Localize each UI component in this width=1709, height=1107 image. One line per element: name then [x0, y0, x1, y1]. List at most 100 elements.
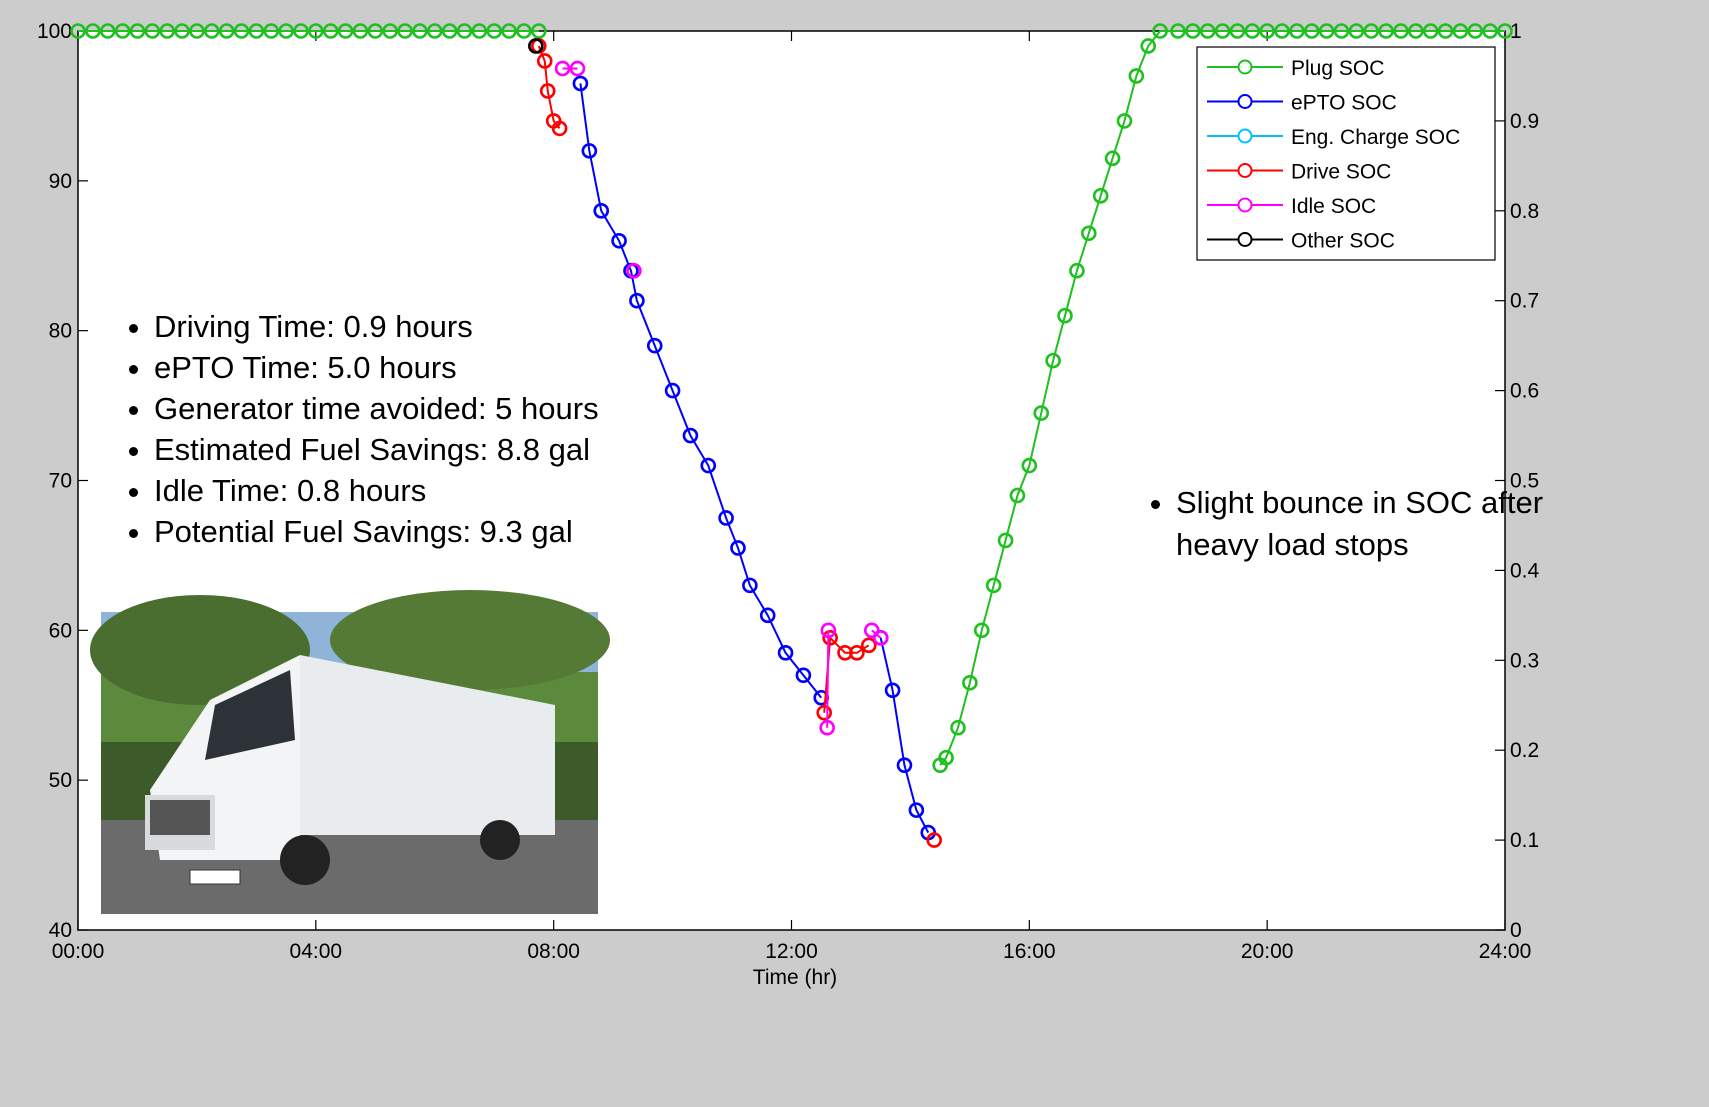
y-tick-label: 100 — [37, 20, 72, 43]
series-marker — [700, 457, 717, 474]
series-marker — [1069, 262, 1085, 279]
series-marker — [426, 23, 443, 39]
series-marker — [1185, 23, 1201, 39]
note-list: Slight bounce in SOC after heavy load st… — [1130, 482, 1596, 566]
series-marker — [516, 23, 532, 39]
series-marker — [849, 645, 865, 661]
series-marker — [1128, 68, 1145, 84]
series-marker — [1452, 23, 1469, 39]
series-marker — [471, 23, 488, 39]
series-marker — [1080, 225, 1097, 242]
legend: Plug SOC ePTO SOC Eng. Charge SOC Drive SOC… — [1196, 46, 1496, 261]
annotation: ePTO Time: 5.0 hours — [154, 347, 599, 388]
series-marker — [233, 23, 250, 39]
y2-tick-label: 0.6 — [1510, 380, 1539, 403]
series-marker — [486, 23, 503, 39]
y-tick-label: 50 — [49, 769, 72, 792]
series-marker — [382, 23, 398, 39]
series-marker — [860, 637, 877, 654]
series-marker — [718, 510, 734, 526]
x-tick-label: 24:00 — [1479, 940, 1532, 963]
series-marker — [820, 622, 837, 639]
series-marker — [884, 682, 901, 699]
legend-label: Plug SOC — [1291, 57, 1384, 80]
y-tick-label: 60 — [49, 619, 72, 642]
annotation: Estimated Fuel Savings: 8.8 gal — [154, 429, 599, 470]
legend-marker — [1237, 232, 1253, 247]
note: Slight bounce in SOC after heavy load st… — [1176, 482, 1596, 566]
y-tick-label: 90 — [49, 170, 72, 193]
series-marker — [1408, 23, 1424, 39]
series-marker — [1116, 113, 1133, 129]
x-tick-label: 12:00 — [765, 940, 818, 963]
series-marker — [1140, 38, 1157, 54]
annotation: Driving Time: 0.9 hours — [154, 306, 599, 347]
series-marker — [1318, 23, 1335, 39]
series-marker — [99, 23, 116, 39]
series-marker — [1333, 23, 1350, 39]
series-marker — [1363, 23, 1380, 39]
series-marker — [456, 23, 473, 39]
legend-marker — [1237, 128, 1253, 144]
series-marker — [1437, 23, 1454, 39]
series-marker — [1422, 23, 1439, 39]
series-marker — [997, 532, 1014, 549]
series-marker — [554, 60, 571, 77]
series-marker — [682, 427, 699, 444]
series-marker — [308, 23, 324, 39]
y2-tick-label: 0.3 — [1510, 649, 1539, 672]
series-marker — [572, 75, 589, 92]
series-marker — [1482, 23, 1498, 39]
series-marker — [1009, 487, 1026, 504]
legend-marker — [1237, 163, 1253, 178]
series-marker — [1152, 23, 1168, 39]
annotation: Potential Fuel Savings: 9.3 gal — [154, 511, 599, 552]
truck-photo — [90, 590, 610, 914]
y2-tick-label: 0.5 — [1510, 470, 1539, 493]
series-marker — [962, 674, 978, 691]
series-marker — [1199, 23, 1216, 39]
series-marker — [189, 23, 205, 39]
series-marker — [1057, 307, 1073, 324]
y-tick-label: 70 — [49, 470, 72, 493]
series-marker — [985, 577, 1002, 594]
series-marker — [412, 23, 428, 39]
series-marker — [759, 607, 776, 624]
series-marker — [203, 23, 220, 39]
series-marker — [159, 23, 175, 39]
series-marker — [1467, 23, 1484, 39]
series-marker — [611, 232, 627, 249]
legend-label: Drive SOC — [1291, 161, 1391, 184]
annotation: Generator time avoided: 5 hours — [154, 388, 599, 429]
series-marker — [352, 23, 369, 39]
x-tick-label: 08:00 — [527, 940, 580, 963]
series-marker — [1214, 23, 1231, 39]
y2-tick-label: 0.2 — [1510, 739, 1539, 762]
y2-tick-label: 0.8 — [1510, 200, 1539, 223]
series-marker — [174, 23, 190, 39]
series-marker — [278, 23, 294, 39]
series-marker — [248, 23, 265, 39]
y-tick-label: 40 — [49, 919, 72, 942]
series-marker — [795, 667, 812, 684]
series-marker — [646, 337, 663, 354]
legend-label: Eng. Charge SOC — [1291, 126, 1460, 149]
series-marker — [551, 120, 568, 137]
x-axis-label: Time (hr) — [753, 966, 837, 989]
series-marker — [218, 23, 235, 39]
series-marker — [1045, 352, 1061, 369]
series-marker — [70, 23, 86, 39]
series-marker — [730, 540, 746, 556]
series-marker — [593, 203, 610, 219]
series-marker — [263, 23, 280, 39]
series-marker — [581, 143, 598, 159]
series-marker — [816, 704, 833, 721]
y2-tick-label: 0.7 — [1510, 290, 1539, 313]
series-marker — [1303, 23, 1320, 39]
series-marker — [973, 622, 990, 639]
y2-tick-label: 0.9 — [1510, 110, 1539, 133]
series-marker — [896, 757, 913, 773]
series-marker — [1021, 457, 1038, 474]
legend-marker — [1237, 59, 1253, 75]
